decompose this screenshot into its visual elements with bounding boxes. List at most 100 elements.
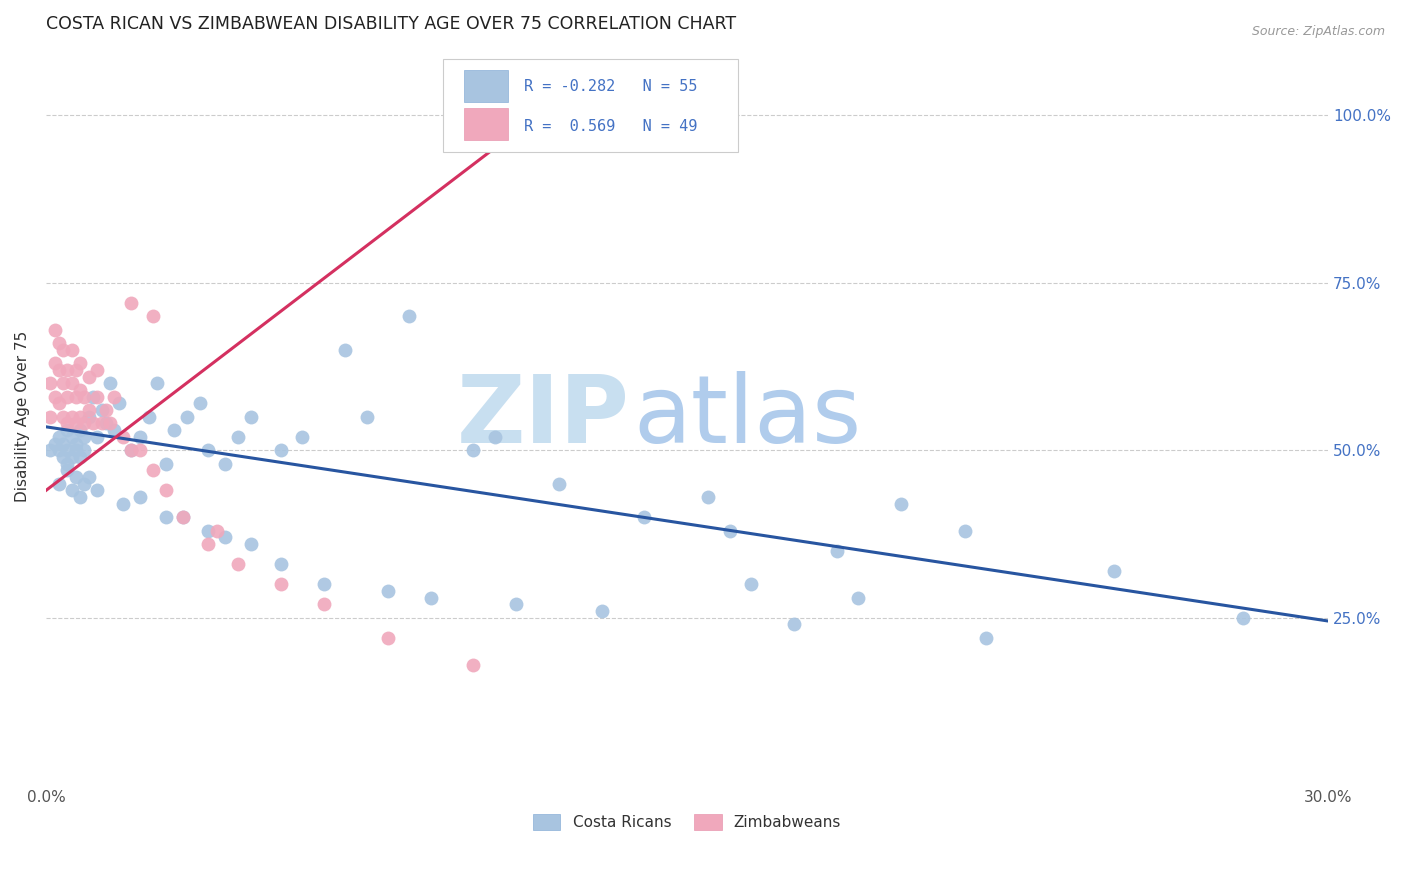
FancyBboxPatch shape xyxy=(464,70,508,102)
Point xyxy=(52,343,75,357)
Point xyxy=(463,657,485,672)
Point xyxy=(1232,610,1254,624)
Point xyxy=(60,376,83,391)
Text: R =  0.569   N = 49: R = 0.569 N = 49 xyxy=(524,120,697,134)
Point xyxy=(94,403,117,417)
Point xyxy=(270,443,292,458)
Point xyxy=(129,430,152,444)
Point xyxy=(65,443,87,458)
Point xyxy=(547,476,569,491)
Text: ZIP: ZIP xyxy=(457,371,630,463)
FancyBboxPatch shape xyxy=(464,108,508,140)
Point xyxy=(111,497,134,511)
Point xyxy=(291,430,314,444)
Point xyxy=(65,390,87,404)
Point xyxy=(48,396,70,410)
Point xyxy=(846,591,869,605)
Point xyxy=(56,463,79,477)
Point xyxy=(44,436,66,450)
Point xyxy=(60,430,83,444)
Point xyxy=(56,363,79,377)
Point xyxy=(111,430,134,444)
Point xyxy=(197,537,219,551)
Point xyxy=(783,617,806,632)
Point xyxy=(505,597,527,611)
Point xyxy=(270,577,292,591)
Point xyxy=(226,430,249,444)
Point xyxy=(48,430,70,444)
Point xyxy=(60,483,83,498)
Point xyxy=(163,423,186,437)
Point xyxy=(377,583,399,598)
Point xyxy=(60,409,83,424)
Point xyxy=(591,604,613,618)
Point xyxy=(82,390,104,404)
Point xyxy=(107,396,129,410)
Text: Source: ZipAtlas.com: Source: ZipAtlas.com xyxy=(1251,25,1385,38)
Point xyxy=(65,436,87,450)
Point xyxy=(77,409,100,424)
Point xyxy=(52,376,75,391)
Point xyxy=(69,409,91,424)
Point xyxy=(48,336,70,351)
Point xyxy=(377,631,399,645)
Point xyxy=(120,296,142,310)
Point xyxy=(214,530,236,544)
Point xyxy=(103,423,125,437)
Point xyxy=(52,409,75,424)
Point xyxy=(86,430,108,444)
Point xyxy=(60,450,83,464)
Y-axis label: Disability Age Over 75: Disability Age Over 75 xyxy=(15,331,30,502)
Point xyxy=(240,409,263,424)
Point xyxy=(56,423,79,437)
Point xyxy=(155,510,177,524)
Point xyxy=(197,524,219,538)
Point xyxy=(69,490,91,504)
Point xyxy=(214,457,236,471)
Point xyxy=(129,490,152,504)
Point xyxy=(52,450,75,464)
Point xyxy=(333,343,356,357)
Point xyxy=(73,417,96,431)
Point xyxy=(60,343,83,357)
Point xyxy=(44,390,66,404)
Point xyxy=(138,409,160,424)
Point xyxy=(740,577,762,591)
Point xyxy=(953,524,976,538)
Point xyxy=(39,443,62,458)
Point xyxy=(312,577,335,591)
Point xyxy=(69,450,91,464)
Point xyxy=(103,390,125,404)
Point xyxy=(172,510,194,524)
Point xyxy=(890,497,912,511)
Point xyxy=(86,483,108,498)
Point xyxy=(82,417,104,431)
Point xyxy=(94,417,117,431)
Point xyxy=(176,409,198,424)
Point xyxy=(86,363,108,377)
Text: COSTA RICAN VS ZIMBABWEAN DISABILITY AGE OVER 75 CORRELATION CHART: COSTA RICAN VS ZIMBABWEAN DISABILITY AGE… xyxy=(46,15,737,33)
Point xyxy=(48,476,70,491)
Point xyxy=(56,417,79,431)
Point xyxy=(188,396,211,410)
Point xyxy=(69,423,91,437)
Point xyxy=(356,409,378,424)
Point xyxy=(1104,564,1126,578)
Point xyxy=(240,537,263,551)
Point xyxy=(77,403,100,417)
FancyBboxPatch shape xyxy=(443,60,738,152)
Point xyxy=(129,443,152,458)
Legend: Costa Ricans, Zimbabweans: Costa Ricans, Zimbabweans xyxy=(527,808,848,837)
Point xyxy=(697,490,720,504)
Point xyxy=(73,430,96,444)
Text: R = -0.282   N = 55: R = -0.282 N = 55 xyxy=(524,79,697,95)
Point xyxy=(155,483,177,498)
Point xyxy=(270,557,292,571)
Point xyxy=(48,363,70,377)
Point xyxy=(69,356,91,370)
Point xyxy=(142,310,165,324)
Point xyxy=(39,409,62,424)
Point xyxy=(77,470,100,484)
Point xyxy=(90,417,112,431)
Point xyxy=(312,597,335,611)
